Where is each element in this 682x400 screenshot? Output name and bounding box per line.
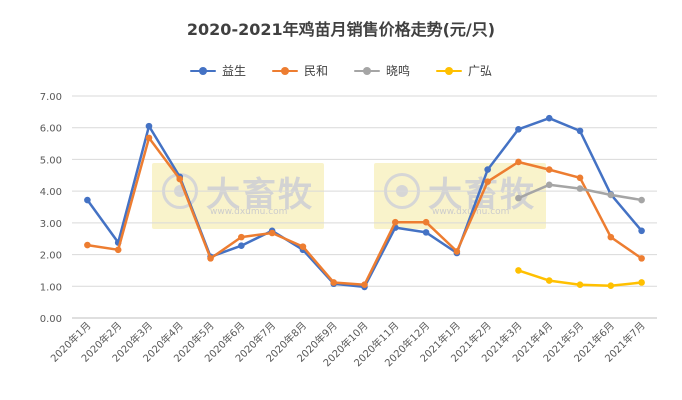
data-point-1 [145, 134, 153, 142]
legend-swatch [354, 66, 380, 76]
legend-swatch [271, 66, 298, 76]
data-point-2 [515, 194, 522, 202]
data-point-1 [268, 229, 276, 237]
data-point-1 [545, 166, 553, 173]
data-point-1 [299, 243, 307, 250]
watermark-name: 大畜牧 [206, 175, 314, 215]
legend-item-yisheng: 益生 [189, 62, 246, 79]
y-tick-label: 4.00 [40, 187, 62, 198]
y-tick-label: 0.00 [40, 314, 62, 325]
chart-title: 2020-2021年鸡苗月销售价格走势(元/只) [186, 20, 496, 39]
legend-label: 晓鸣 [386, 64, 411, 78]
data-point-2 [607, 191, 615, 199]
y-tick-label: 7.00 [40, 92, 62, 103]
data-point-1 [176, 175, 184, 183]
y-tick-label: 6.00 [40, 124, 62, 135]
data-point-3 [607, 282, 615, 289]
data-point-0 [545, 114, 553, 122]
data-point-3 [638, 279, 645, 286]
data-point-1 [607, 233, 615, 241]
data-point-3 [576, 281, 584, 289]
y-tick-label: 1.00 [40, 282, 62, 293]
data-point-1 [207, 255, 214, 262]
legend-swatch [436, 66, 463, 76]
legend-label: 广弘 [468, 64, 493, 78]
data-point-3 [545, 277, 553, 284]
data-point-0 [576, 127, 584, 135]
data-point-1 [515, 158, 522, 166]
y-tick-label: 5.00 [40, 155, 62, 166]
data-point-1 [361, 281, 368, 289]
legend-label: 民和 [303, 64, 328, 78]
legend-item-guanghong: 广弘 [436, 62, 492, 79]
legend-label: 益生 [221, 64, 246, 78]
legend-item-minhe: 民和 [271, 62, 328, 79]
series-line-0 [86, 116, 643, 289]
data-point-1 [330, 279, 338, 286]
data-point-0 [515, 126, 522, 133]
data-point-1 [484, 178, 491, 185]
data-point-3 [515, 267, 522, 274]
legend: 益生 民和 晓鸣 广弘 [0, 62, 682, 79]
legend-item-xiaoming: 晓鸣 [354, 62, 410, 79]
data-point-0 [484, 166, 491, 173]
data-point-0 [638, 227, 645, 235]
data-point-1 [453, 248, 461, 255]
data-point-1 [422, 218, 430, 226]
data-point-1 [238, 233, 245, 241]
data-point-1 [84, 241, 91, 249]
data-point-0 [422, 229, 430, 236]
data-point-0 [84, 196, 91, 204]
y-tick-label: 3.00 [40, 219, 62, 230]
data-point-0 [145, 122, 153, 130]
data-point-1 [114, 246, 122, 254]
y-tick-label: 2.00 [40, 251, 62, 262]
data-point-2 [638, 196, 645, 204]
watermark-url: www.dxumu.com [210, 207, 288, 217]
data-point-1 [391, 218, 399, 226]
data-point-1 [576, 174, 584, 182]
data-point-0 [238, 242, 245, 249]
data-point-2 [576, 185, 584, 192]
data-point-2 [545, 181, 553, 189]
data-point-1 [638, 255, 645, 262]
legend-swatch [189, 66, 216, 76]
